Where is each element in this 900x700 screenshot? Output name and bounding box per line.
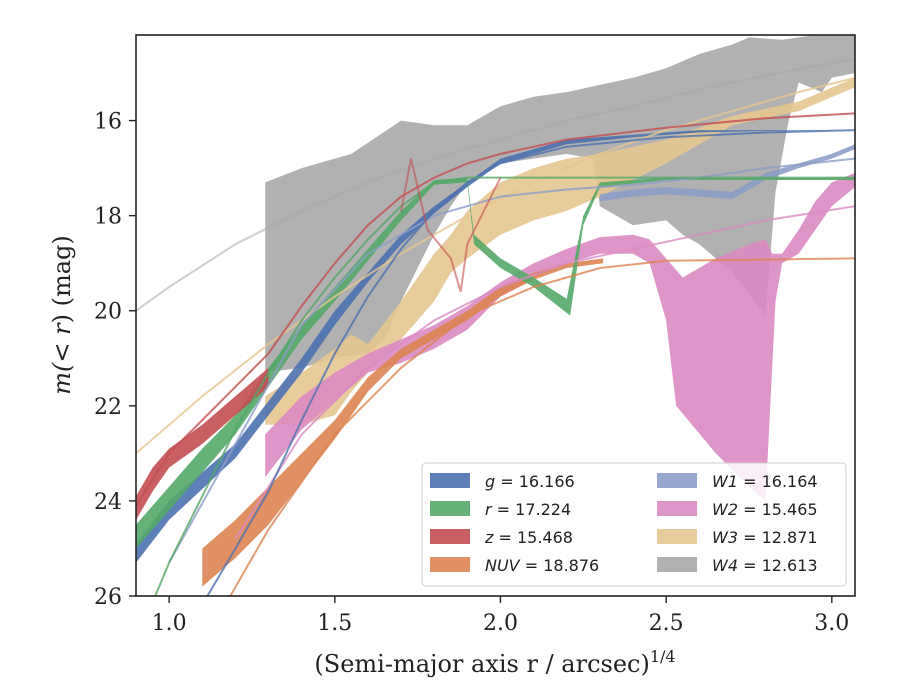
legend-label-g: g = 16.166 [485, 472, 575, 491]
model-line-w1 [168, 157, 855, 564]
legend-label-nuv: NUV = 18.876 [485, 556, 599, 575]
x-tick-label: 1.0 [152, 611, 187, 636]
band-w1 [599, 144, 855, 202]
y-tick-label: 26 [94, 585, 122, 610]
y-tick-label: 22 [94, 395, 122, 420]
legend-label-z: z = 15.468 [484, 528, 573, 547]
y-tick-label: 20 [94, 300, 122, 325]
y-tick-label: 16 [94, 110, 122, 135]
legend-swatch-nuv [430, 557, 470, 572]
x-tick-label: 2.5 [649, 611, 684, 636]
model-line-w3 [136, 76, 855, 455]
model-line-g [206, 129, 855, 596]
band-z [136, 367, 269, 520]
legend-label-w4: W4 = 12.613 [712, 556, 818, 575]
y-tick-label: 24 [94, 490, 122, 515]
model-line-r [154, 176, 855, 596]
x-tick-label: 3.0 [814, 611, 849, 636]
x-tick-label: 2.0 [483, 611, 518, 636]
models-layer [136, 57, 855, 596]
legend-swatch-r [430, 501, 470, 516]
y-axis: 16 18 20 22 24 26 [94, 110, 136, 610]
x-axis-label: (Semi-major axis r / arcsec)1/4 [314, 647, 675, 678]
legend-label-w2: W2 = 15.465 [712, 500, 818, 519]
legend-swatch-z [430, 529, 470, 544]
plot-frame [135, 34, 856, 597]
model-line-z [136, 112, 855, 507]
band-w4 [265, 35, 855, 373]
legend-label-w3: W3 = 12.871 [712, 528, 818, 547]
x-axis: 1.0 1.5 2.0 2.5 3.0 [152, 596, 849, 636]
legend: g = 16.166 r = 17.224 z = 15.468 NUV = 18.8… [421, 462, 847, 587]
thin-line-z [400, 158, 502, 292]
band-w2 [265, 172, 855, 501]
legend-swatch-w2 [657, 501, 697, 516]
model-line-nuv [229, 257, 855, 596]
model-line-w4 [136, 57, 855, 312]
legend-swatch-g [430, 473, 470, 488]
legend-swatch-w3 [657, 529, 697, 544]
legend-label-w1: W1 = 16.164 [712, 472, 818, 491]
legend-label-r: r = 17.224 [485, 500, 571, 519]
legend-swatch-w1 [657, 473, 697, 488]
legend-swatch-w4 [657, 557, 697, 572]
x-tick-label: 1.5 [317, 611, 352, 636]
y-axis-label: m(< r) (mag) [48, 235, 76, 395]
y-tick-label: 18 [94, 205, 122, 230]
legend-box [421, 462, 847, 587]
model-line-w2 [234, 205, 855, 540]
